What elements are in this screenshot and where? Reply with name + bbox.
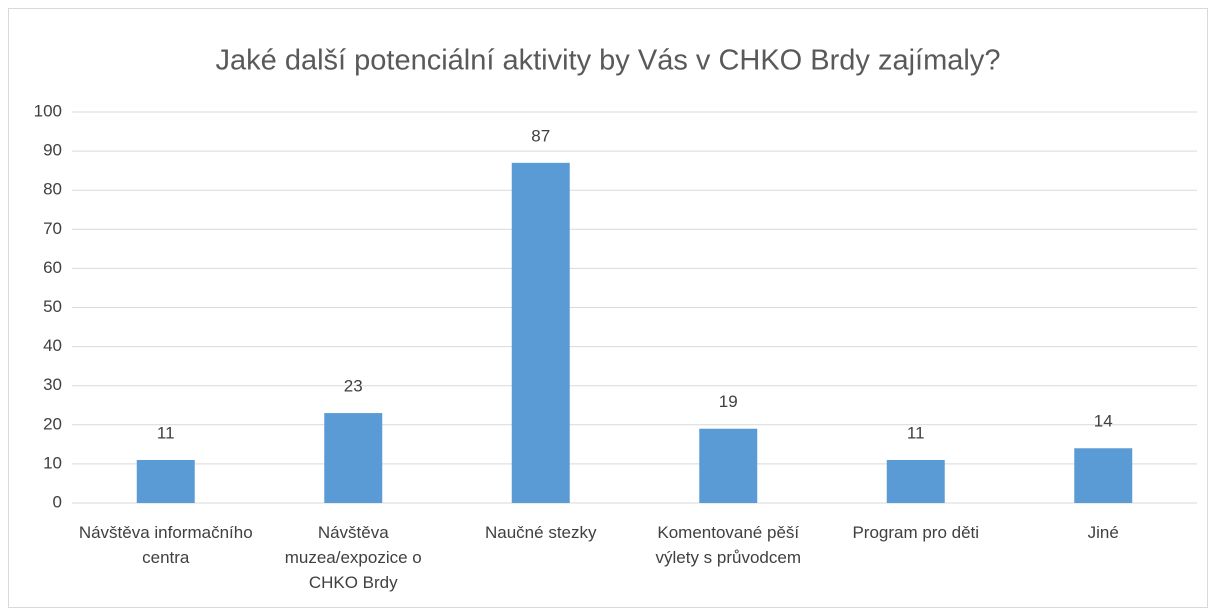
bar <box>699 428 758 503</box>
y-tick-label: 10 <box>43 453 62 472</box>
x-tick-label: Komentované pěší výlety s průvodcem <box>655 523 802 567</box>
y-tick-label: 60 <box>43 258 62 277</box>
y-tick-label: 90 <box>43 141 62 160</box>
bar <box>1074 448 1133 503</box>
y-tick-label: 0 <box>53 492 62 511</box>
data-label: 11 <box>907 423 925 442</box>
bar <box>136 459 195 503</box>
x-tick-label: Jiné <box>1087 523 1119 542</box>
x-tick-label: Návštěva muzea/expozice o CHKO Brdy <box>284 523 422 592</box>
x-tick-label: Naučné stezky <box>485 523 597 542</box>
data-label: 19 <box>719 392 738 411</box>
data-label: 23 <box>344 377 363 396</box>
chart-title: Jaké další potenciální aktivity by Vás v… <box>216 45 1001 77</box>
data-label: 11 <box>157 423 175 442</box>
y-tick-label: 100 <box>34 101 62 120</box>
data-label: 14 <box>1094 412 1113 431</box>
data-label: 87 <box>531 126 550 145</box>
y-tick-label: 80 <box>43 180 62 199</box>
y-tick-label: 20 <box>43 414 62 433</box>
bar <box>324 413 383 503</box>
bar <box>511 162 570 503</box>
y-tick-label: 70 <box>43 219 62 238</box>
y-tick-label: 50 <box>43 297 62 316</box>
y-tick-label: 40 <box>43 336 62 355</box>
x-tick-label: Program pro děti <box>852 523 980 542</box>
y-tick-label: 30 <box>43 375 62 394</box>
x-tick-label: Návštěva informačního centra <box>78 523 253 567</box>
bar <box>886 459 945 503</box>
